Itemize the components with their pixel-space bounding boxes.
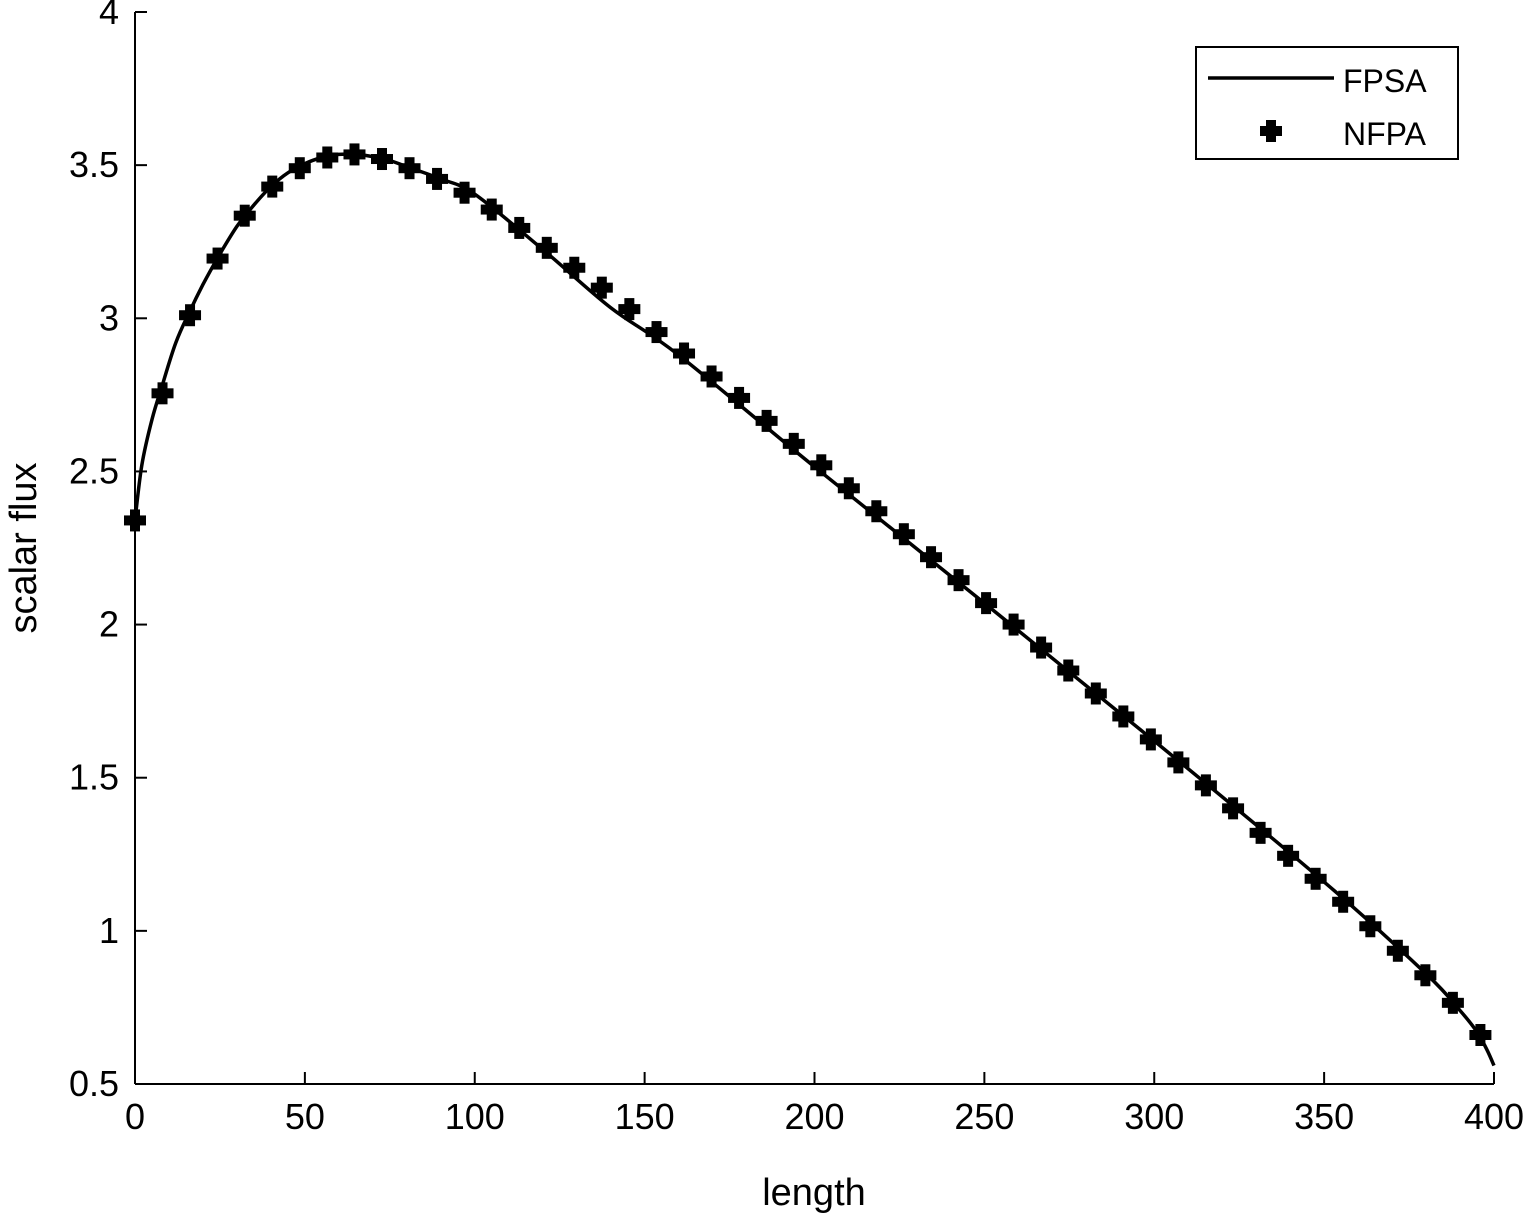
x-tick-label: 150 xyxy=(615,1096,675,1137)
x-tick-label: 50 xyxy=(285,1096,325,1137)
series-line-fpsa xyxy=(133,152,1496,1067)
y-tick-label: 2.5 xyxy=(69,450,119,491)
nfpa-point xyxy=(837,477,860,500)
nfpa-point xyxy=(1084,682,1107,705)
legend-plus-marker xyxy=(1260,120,1282,142)
y-tick-label: 3.5 xyxy=(69,144,119,185)
nfpa-point xyxy=(920,546,943,569)
nfpa-point xyxy=(1167,751,1190,774)
nfpa-point xyxy=(1139,728,1162,751)
nfpa-point xyxy=(206,247,229,270)
nfpa-point xyxy=(288,157,311,180)
y-tick-label: 0.5 xyxy=(69,1063,119,1104)
x-tick-label: 100 xyxy=(445,1096,505,1137)
x-ticks: 0 50 100 150 200 250 300 350 400 xyxy=(125,1072,1524,1137)
nfpa-point xyxy=(453,181,476,204)
nfpa-point xyxy=(1112,705,1135,728)
nfpa-point xyxy=(1304,867,1327,890)
nfpa-point xyxy=(151,382,174,405)
nfpa-point xyxy=(618,298,641,321)
nfpa-point xyxy=(508,216,531,239)
nfpa-point xyxy=(1002,613,1025,636)
nfpa-point xyxy=(426,167,449,190)
x-tick-label: 350 xyxy=(1294,1096,1354,1137)
nfpa-point xyxy=(370,148,393,171)
x-axis-label: length xyxy=(762,1172,866,1214)
legend-box xyxy=(1195,46,1459,160)
nfpa-point xyxy=(755,409,778,432)
axes xyxy=(134,12,1494,1085)
legend: FPSA NFPA xyxy=(1195,46,1459,160)
nfpa-point xyxy=(1414,964,1437,987)
nfpa-point xyxy=(1332,890,1355,913)
nfpa-point xyxy=(343,143,366,166)
y-tick-label: 1.5 xyxy=(69,757,119,798)
nfpa-point xyxy=(316,146,339,169)
nfpa-point xyxy=(535,236,558,259)
nfpa-point xyxy=(1057,659,1080,682)
nfpa-point xyxy=(1359,915,1382,938)
plot-area xyxy=(124,143,1496,1067)
x-tick-label: 300 xyxy=(1124,1096,1184,1137)
nfpa-point xyxy=(975,592,998,615)
y-axis-label: scalar flux xyxy=(3,462,45,633)
nfpa-point xyxy=(1222,797,1245,820)
nfpa-point xyxy=(645,321,668,344)
nfpa-point xyxy=(1441,991,1464,1014)
nfpa-point xyxy=(892,523,915,546)
x-tick-label: 0 xyxy=(125,1096,145,1137)
nfpa-point xyxy=(1030,636,1053,659)
nfpa-point xyxy=(590,276,613,299)
nfpa-point xyxy=(673,342,696,365)
nfpa-point xyxy=(782,432,805,455)
x-tick-label: 250 xyxy=(954,1096,1014,1137)
nfpa-point xyxy=(810,454,833,477)
nfpa-point xyxy=(947,569,970,592)
y-tick-label: 3 xyxy=(99,297,119,338)
nfpa-point xyxy=(261,175,284,198)
legend-label-nfpa: NFPA xyxy=(1343,116,1427,152)
nfpa-point xyxy=(728,386,751,409)
nfpa-point xyxy=(1194,774,1217,797)
nfpa-point xyxy=(1249,821,1272,844)
x-tick-label: 200 xyxy=(784,1096,844,1137)
series-markers-nfpa xyxy=(124,143,1492,1046)
nfpa-point xyxy=(865,500,888,523)
nfpa-point xyxy=(233,204,256,227)
nfpa-point xyxy=(1469,1023,1492,1046)
y-tick-label: 4 xyxy=(99,0,119,32)
y-tick-label: 2 xyxy=(99,604,119,645)
legend-label-fpsa: FPSA xyxy=(1343,63,1427,99)
x-tick-label: 400 xyxy=(1464,1096,1524,1137)
nfpa-point xyxy=(1277,844,1300,867)
nfpa-point xyxy=(179,304,202,327)
nfpa-point xyxy=(480,198,503,221)
nfpa-point xyxy=(124,509,146,532)
legend-swatch-nfpa xyxy=(1260,120,1282,142)
nfpa-point xyxy=(398,157,421,180)
nfpa-point xyxy=(1386,939,1409,962)
y-ticks: 0.5 1 1.5 2 2.5 3 3.5 4 xyxy=(69,0,147,1104)
nfpa-point xyxy=(563,256,586,279)
nfpa-point xyxy=(700,365,723,388)
y-tick-label: 1 xyxy=(99,910,119,951)
